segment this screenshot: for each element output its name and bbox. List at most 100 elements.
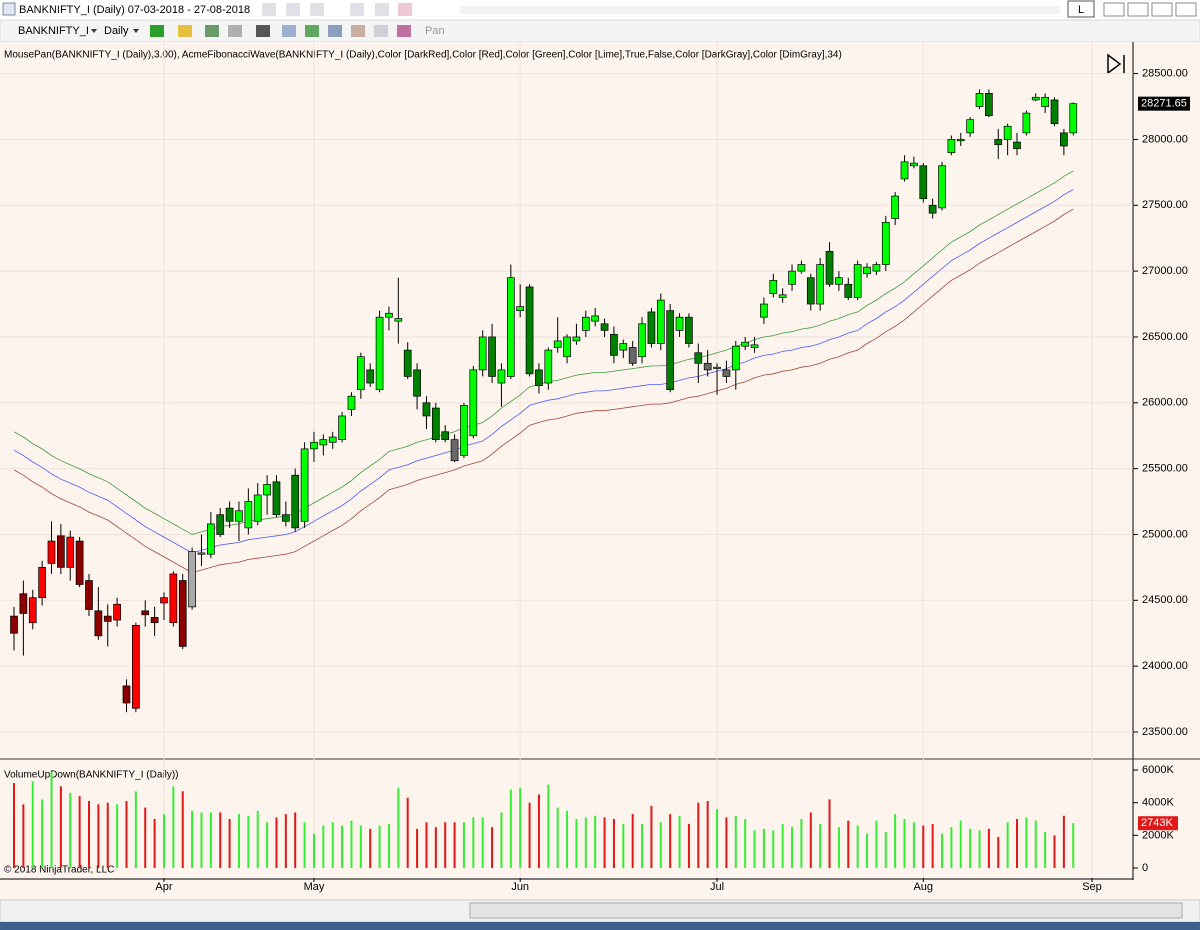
candle-body: [563, 336, 571, 358]
candle-body: [347, 395, 356, 410]
candle-body: [169, 573, 178, 624]
crosshair-icon[interactable]: [256, 25, 270, 37]
candle-body: [1003, 125, 1012, 140]
candle-body: [806, 277, 815, 305]
volume-bar: [856, 825, 859, 869]
volume-bar: [922, 825, 925, 869]
volume-bar: [669, 814, 672, 869]
volume-tick-label: 4000K: [1142, 797, 1174, 809]
y-tick-label: 25000.00: [1142, 528, 1188, 540]
candle-body: [506, 277, 515, 377]
candle-body: [75, 540, 84, 585]
wave-line: [13, 170, 1074, 535]
candle-body: [441, 431, 450, 441]
candle-body: [825, 251, 834, 285]
volume-bar: [256, 810, 259, 869]
pin-button[interactable]: [1151, 2, 1173, 17]
volume-bar: [434, 827, 437, 869]
candle-body: [122, 685, 131, 704]
candle-body: [853, 264, 862, 298]
candle-body: [975, 93, 984, 107]
candle-body: [253, 494, 262, 522]
volume-bar: [191, 810, 194, 869]
minimize-button[interactable]: [1103, 2, 1125, 17]
volume-tick-label: 2000K: [1142, 829, 1174, 841]
volume-bar: [228, 819, 231, 869]
volume-bar: [275, 817, 278, 869]
candle-body: [553, 340, 562, 348]
last-price-marker: [1138, 96, 1190, 111]
last-volume-marker: [1138, 816, 1178, 831]
y-tick-label: 24500.00: [1142, 594, 1188, 606]
restore-button[interactable]: [1127, 2, 1149, 17]
volume-bar: [500, 812, 503, 869]
volume-bar: [453, 822, 456, 869]
tool-icon[interactable]: [305, 25, 319, 37]
volume-tick-label: 6000K: [1142, 764, 1174, 776]
dropdown-arrow: [133, 29, 139, 33]
volume-bar: [1062, 815, 1065, 869]
candle-body: [394, 318, 403, 322]
candle-body: [497, 369, 506, 384]
tool-icon[interactable]: [228, 25, 242, 37]
volume-bar: [41, 799, 44, 869]
volume-bar: [172, 786, 175, 869]
volume-bar: [78, 796, 81, 869]
tool-icon[interactable]: [397, 25, 411, 37]
tool-icon[interactable]: [351, 25, 365, 37]
y-tick-label: 26500.00: [1142, 331, 1188, 343]
candle-body: [188, 551, 196, 608]
plot: 23500.00 24000.00 24500.00 25000.00 25500.00…: [0, 42, 1190, 893]
candle-body: [488, 336, 496, 377]
volume-bar: [603, 817, 606, 869]
candle-body: [600, 323, 609, 331]
candle-body: [675, 316, 684, 331]
pan-button[interactable]: Pan: [425, 25, 445, 37]
tool-icon[interactable]: [328, 25, 342, 37]
zoom-icon[interactable]: [282, 25, 296, 37]
volume-bar: [425, 822, 428, 869]
candle-body: [141, 610, 150, 616]
candle-body: [478, 336, 487, 371]
candle-body: [769, 279, 778, 294]
candle-body: [328, 436, 337, 443]
candle-body: [1041, 96, 1049, 107]
tool-icon[interactable]: [205, 25, 219, 37]
candle-body: [919, 165, 928, 200]
volume-bar: [200, 812, 203, 869]
window-title: BANKNIFTY_I (Daily) 07-03-2018 - 27-08-2…: [19, 4, 250, 16]
interval-selector[interactable]: Daily: [104, 25, 129, 37]
volume-bar: [725, 817, 728, 869]
volume-bar: [153, 819, 156, 869]
instrument-selector[interactable]: BANKNIFTY_I: [18, 25, 89, 37]
volume-bar: [978, 830, 981, 869]
x-tick-label: Sep: [1082, 881, 1102, 893]
candle-body: [994, 139, 1003, 146]
candle-body: [816, 264, 825, 305]
candle-body: [647, 311, 656, 344]
title-icons: [262, 3, 1060, 16]
volume-bar: [809, 812, 812, 869]
close-button[interactable]: [1175, 2, 1197, 17]
volume-tick-label: 0: [1142, 862, 1148, 874]
candle-body: [160, 597, 168, 604]
candle-body: [703, 362, 712, 371]
candle-body: [85, 580, 93, 610]
chart-area: [0, 42, 1200, 900]
candle-body: [788, 270, 796, 285]
bars-icon[interactable]: [150, 25, 164, 37]
volume-bar: [659, 822, 662, 869]
candle-body: [731, 345, 740, 371]
icon: [398, 3, 412, 16]
volume-bar: [125, 801, 128, 869]
layout-button[interactable]: [1067, 0, 1095, 18]
tool-icon[interactable]: [374, 25, 388, 37]
scroll-thumb[interactable]: [469, 902, 1183, 919]
volume-bar: [875, 820, 878, 869]
candle-body: [207, 523, 215, 555]
last-price-label: 28271.65: [1141, 98, 1187, 110]
draw-icon[interactable]: [178, 25, 192, 37]
candle-body: [1013, 141, 1021, 150]
scroll-to-end[interactable]: [1107, 53, 1125, 75]
